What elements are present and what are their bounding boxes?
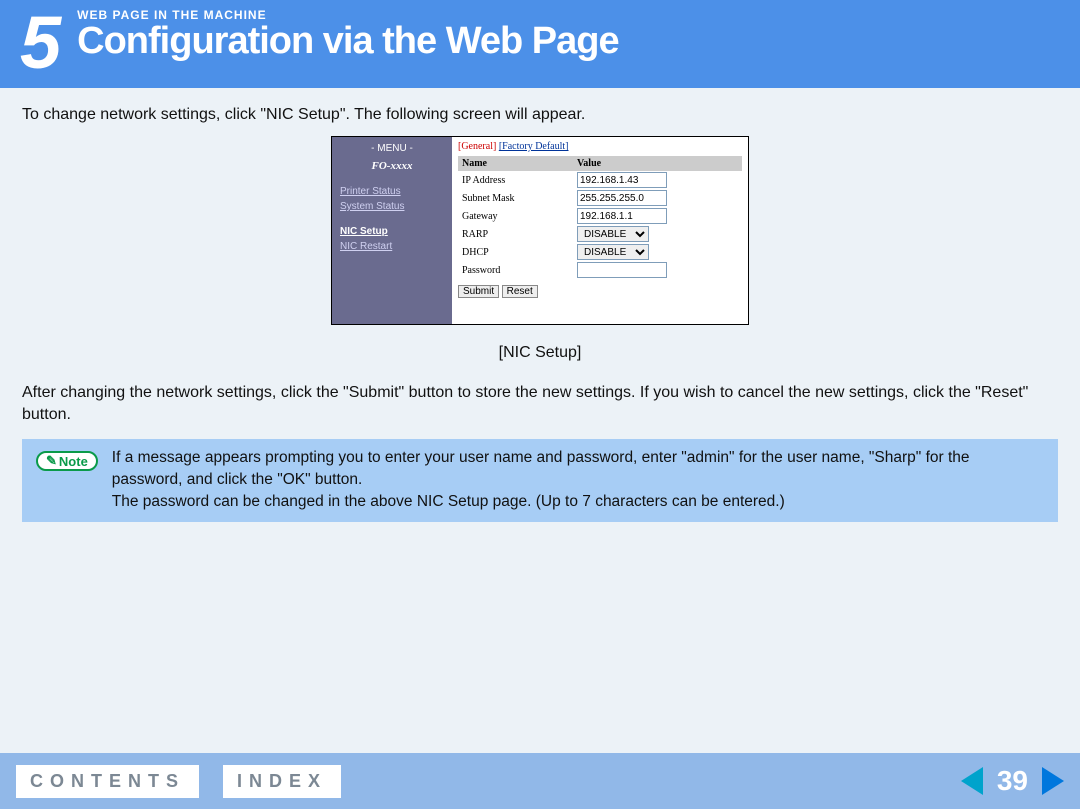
subnet-input[interactable]	[577, 190, 667, 206]
ip-input[interactable]	[577, 172, 667, 188]
subnet-label: Subnet Mask	[458, 189, 573, 207]
password-label: Password	[458, 261, 573, 279]
general-tab[interactable]: [General]	[458, 141, 496, 152]
page-footer: CONTENTS INDEX 39	[0, 753, 1080, 809]
table-row: Subnet Mask	[458, 189, 742, 207]
nic-restart-link[interactable]: NIC Restart	[340, 239, 444, 254]
printer-status-link[interactable]: Printer Status	[340, 184, 444, 199]
next-page-icon[interactable]	[1042, 767, 1064, 795]
footer-nav: 39	[961, 765, 1064, 797]
note-line-1: If a message appears prompting you to en…	[112, 447, 1044, 490]
note-badge: ✎Note	[36, 451, 98, 471]
settings-table: Name Value IP Address Subnet Mask Gatewa…	[458, 156, 742, 279]
pencil-icon: ✎	[46, 453, 57, 469]
model-label: FO-xxxx	[340, 160, 444, 172]
contents-button[interactable]: CONTENTS	[16, 765, 199, 798]
reset-button[interactable]: Reset	[502, 285, 538, 298]
table-row: Password	[458, 261, 742, 279]
instruction-paragraph: After changing the network settings, cli…	[22, 382, 1058, 425]
nic-setup-screenshot: - MENU - FO-xxxx Printer Status System S…	[331, 136, 749, 325]
page-number: 39	[997, 765, 1028, 797]
col-value-header: Value	[573, 156, 742, 171]
screenshot-sidebar: - MENU - FO-xxxx Printer Status System S…	[332, 137, 452, 324]
gateway-label: Gateway	[458, 207, 573, 225]
note-line-2: The password can be changed in the above…	[112, 491, 1044, 513]
password-input[interactable]	[577, 262, 667, 278]
rarp-select[interactable]: DISABLE	[577, 226, 649, 242]
screenshot-main: [General] [Factory Default] Name Value I…	[452, 137, 748, 324]
screenshot-buttons: Submit Reset	[458, 285, 742, 298]
note-label: Note	[59, 454, 88, 469]
gateway-input[interactable]	[577, 208, 667, 224]
screenshot-wrapper: - MENU - FO-xxxx Printer Status System S…	[22, 136, 1058, 362]
dhcp-select[interactable]: DISABLE	[577, 244, 649, 260]
system-status-link[interactable]: System Status	[340, 199, 444, 214]
screenshot-tabs: [General] [Factory Default]	[458, 141, 742, 152]
dhcp-label: DHCP	[458, 243, 573, 261]
menu-header: - MENU -	[340, 143, 444, 154]
rarp-label: RARP	[458, 225, 573, 243]
index-button[interactable]: INDEX	[223, 765, 341, 798]
screenshot-caption: [NIC Setup]	[22, 344, 1058, 362]
table-row: RARP DISABLE	[458, 225, 742, 243]
intro-paragraph: To change network settings, click "NIC S…	[22, 106, 1058, 124]
header-text-block: WEB PAGE IN THE MACHINE Configuration vi…	[77, 6, 618, 63]
factory-default-tab[interactable]: [Factory Default]	[499, 141, 569, 152]
chapter-header: 5 WEB PAGE IN THE MACHINE Configuration …	[0, 0, 1080, 88]
table-row: IP Address	[458, 171, 742, 189]
table-row: Gateway	[458, 207, 742, 225]
col-name-header: Name	[458, 156, 573, 171]
prev-page-icon[interactable]	[961, 767, 983, 795]
content-area: To change network settings, click "NIC S…	[0, 88, 1080, 522]
note-box: ✎Note If a message appears prompting you…	[22, 439, 1058, 522]
ip-label: IP Address	[458, 171, 573, 189]
chapter-number: 5	[20, 6, 59, 80]
nic-setup-link[interactable]: NIC Setup	[340, 224, 444, 239]
page-title: Configuration via the Web Page	[77, 20, 618, 63]
table-row: DHCP DISABLE	[458, 243, 742, 261]
note-text: If a message appears prompting you to en…	[112, 447, 1044, 512]
submit-button[interactable]: Submit	[458, 285, 499, 298]
